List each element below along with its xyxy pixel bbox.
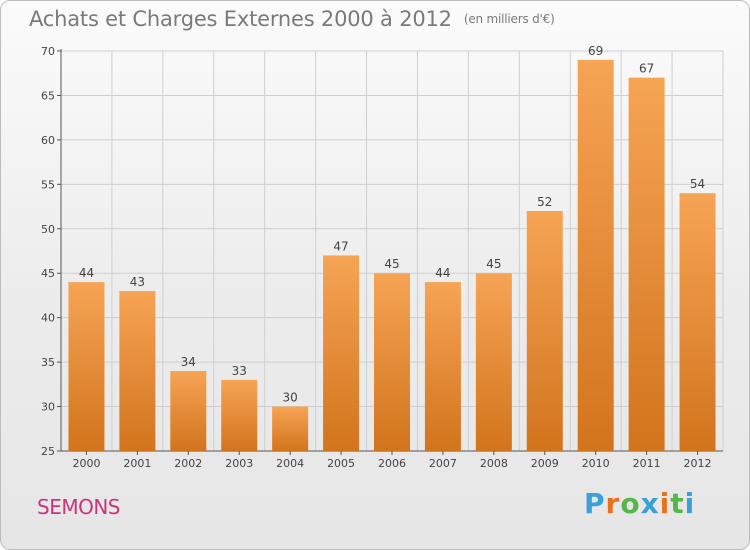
x-tick-label-2010: 2010 xyxy=(582,457,610,470)
proxiti-logo[interactable]: Proxiti xyxy=(584,487,695,520)
bar-2002 xyxy=(170,371,207,451)
commune-name: SEMONS xyxy=(37,495,121,519)
y-tick-label: 60 xyxy=(41,134,55,147)
data-label-2011: 67 xyxy=(639,62,654,76)
bar-2005 xyxy=(323,255,360,451)
x-tick-label-2009: 2009 xyxy=(531,457,559,470)
y-tick-label: 45 xyxy=(41,267,55,280)
logo-letter: x xyxy=(640,487,660,520)
logo-letter: r xyxy=(605,487,621,520)
y-tick-label: 50 xyxy=(41,223,55,236)
data-label-2003: 33 xyxy=(232,364,247,378)
logo-letter: t xyxy=(670,487,685,520)
bar-2000 xyxy=(68,282,105,451)
chart-unit: (en milliers d'€) xyxy=(463,12,555,26)
bar-2012 xyxy=(679,193,716,451)
bar-2010 xyxy=(577,59,614,452)
value-labels: 44 43 34 33 30 47 45 44 45 52 69 67 54 xyxy=(79,44,705,405)
bar-2007 xyxy=(424,282,461,451)
y-tick-label: 35 xyxy=(41,356,55,369)
data-label-2002: 34 xyxy=(181,355,196,369)
bars xyxy=(68,59,716,452)
data-label-2008: 45 xyxy=(486,257,501,271)
x-tick-label-2012: 2012 xyxy=(684,457,712,470)
logo-letter: o xyxy=(620,487,641,520)
x-tick-label-2011: 2011 xyxy=(633,457,661,470)
data-label-2009: 52 xyxy=(537,195,552,209)
x-tick-label-2001: 2001 xyxy=(123,457,151,470)
x-tick-label-2004: 2004 xyxy=(276,457,304,470)
data-label-2007: 44 xyxy=(435,266,450,280)
data-label-2012: 54 xyxy=(690,177,705,191)
y-tick-label: 55 xyxy=(41,178,55,191)
x-tick-label-2003: 2003 xyxy=(225,457,253,470)
logo-letter: i xyxy=(659,487,671,520)
x-tick-label-2005: 2005 xyxy=(327,457,355,470)
bar-2001 xyxy=(119,291,156,451)
y-tick-label: 65 xyxy=(41,89,55,102)
bar-2003 xyxy=(221,379,258,451)
bar-2011 xyxy=(628,77,665,452)
x-tick-label-2002: 2002 xyxy=(174,457,202,470)
y-tick-label: 40 xyxy=(41,312,55,325)
data-label-2001: 43 xyxy=(130,275,145,289)
y-tick-label: 70 xyxy=(41,45,55,58)
x-tick-label-2007: 2007 xyxy=(429,457,457,470)
x-tick-label-2000: 2000 xyxy=(72,457,100,470)
data-label-2000: 44 xyxy=(79,266,94,280)
logo-letter: i xyxy=(684,487,696,520)
data-label-2005: 47 xyxy=(333,239,348,253)
chart-title-text: Achats et Charges Externes 2000 à 2012 xyxy=(29,7,452,31)
bar-2008 xyxy=(475,273,512,451)
x-tick-label-2006: 2006 xyxy=(378,457,406,470)
y-tick-label: 30 xyxy=(41,401,55,414)
x-tick-label-2008: 2008 xyxy=(480,457,508,470)
data-label-2006: 45 xyxy=(384,257,399,271)
chart-title: Achats et Charges Externes 2000 à 2012 (e… xyxy=(29,7,555,31)
bar-2004 xyxy=(272,406,309,451)
y-tick-label: 25 xyxy=(41,445,55,458)
data-label-2004: 30 xyxy=(283,391,298,405)
data-label-2010: 69 xyxy=(588,44,603,58)
bar-2006 xyxy=(374,273,410,451)
axes: 25 30 35 40 45 50 55 60 65 70 2000 2001 2002 2003 2004… xyxy=(41,45,723,470)
bar-2009 xyxy=(526,211,563,451)
logo-letter: P xyxy=(584,487,606,520)
